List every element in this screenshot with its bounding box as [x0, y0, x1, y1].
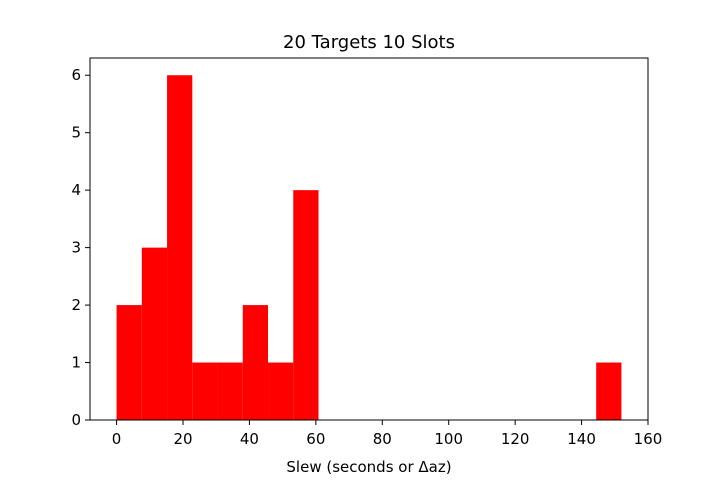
y-tick-label: 3	[71, 239, 81, 257]
histogram-bar-19	[596, 362, 622, 420]
y-axis-ticks: 0 1 2 3 4 5 6	[71, 66, 90, 429]
x-tick-label: 0	[112, 430, 122, 448]
y-tick-label: 5	[71, 124, 81, 142]
histogram-bar-5	[242, 305, 269, 420]
histogram-bar-4	[217, 362, 243, 420]
histogram-bar-6	[268, 362, 294, 420]
x-tick-label: 20	[173, 430, 192, 448]
x-axis-label: Slew (seconds or Δaz)	[286, 458, 451, 476]
histogram-bar-0	[116, 305, 142, 420]
histogram-bar-3	[192, 362, 218, 420]
y-tick-label: 4	[71, 181, 81, 199]
y-tick-label: 6	[71, 66, 81, 84]
x-tick-label: 100	[434, 430, 463, 448]
x-tick-label: 40	[240, 430, 259, 448]
x-tick-label: 160	[634, 430, 663, 448]
histogram-bar-1	[141, 247, 168, 420]
x-tick-label: 120	[501, 430, 530, 448]
histogram-bar-2	[167, 75, 193, 420]
bars-group	[116, 75, 622, 420]
x-axis-ticks: 0 20 40 60 80 100 120 140 160	[112, 420, 663, 448]
histogram-bar-7	[293, 190, 319, 420]
x-tick-label: 80	[373, 430, 392, 448]
chart-title: 20 Targets 10 Slots	[283, 32, 455, 53]
x-tick-label: 140	[567, 430, 596, 448]
y-tick-label: 1	[71, 354, 81, 372]
x-tick-label: 60	[306, 430, 325, 448]
plot-frame	[89, 57, 649, 421]
y-tick-label: 2	[71, 296, 81, 314]
y-tick-label: 0	[71, 411, 81, 429]
